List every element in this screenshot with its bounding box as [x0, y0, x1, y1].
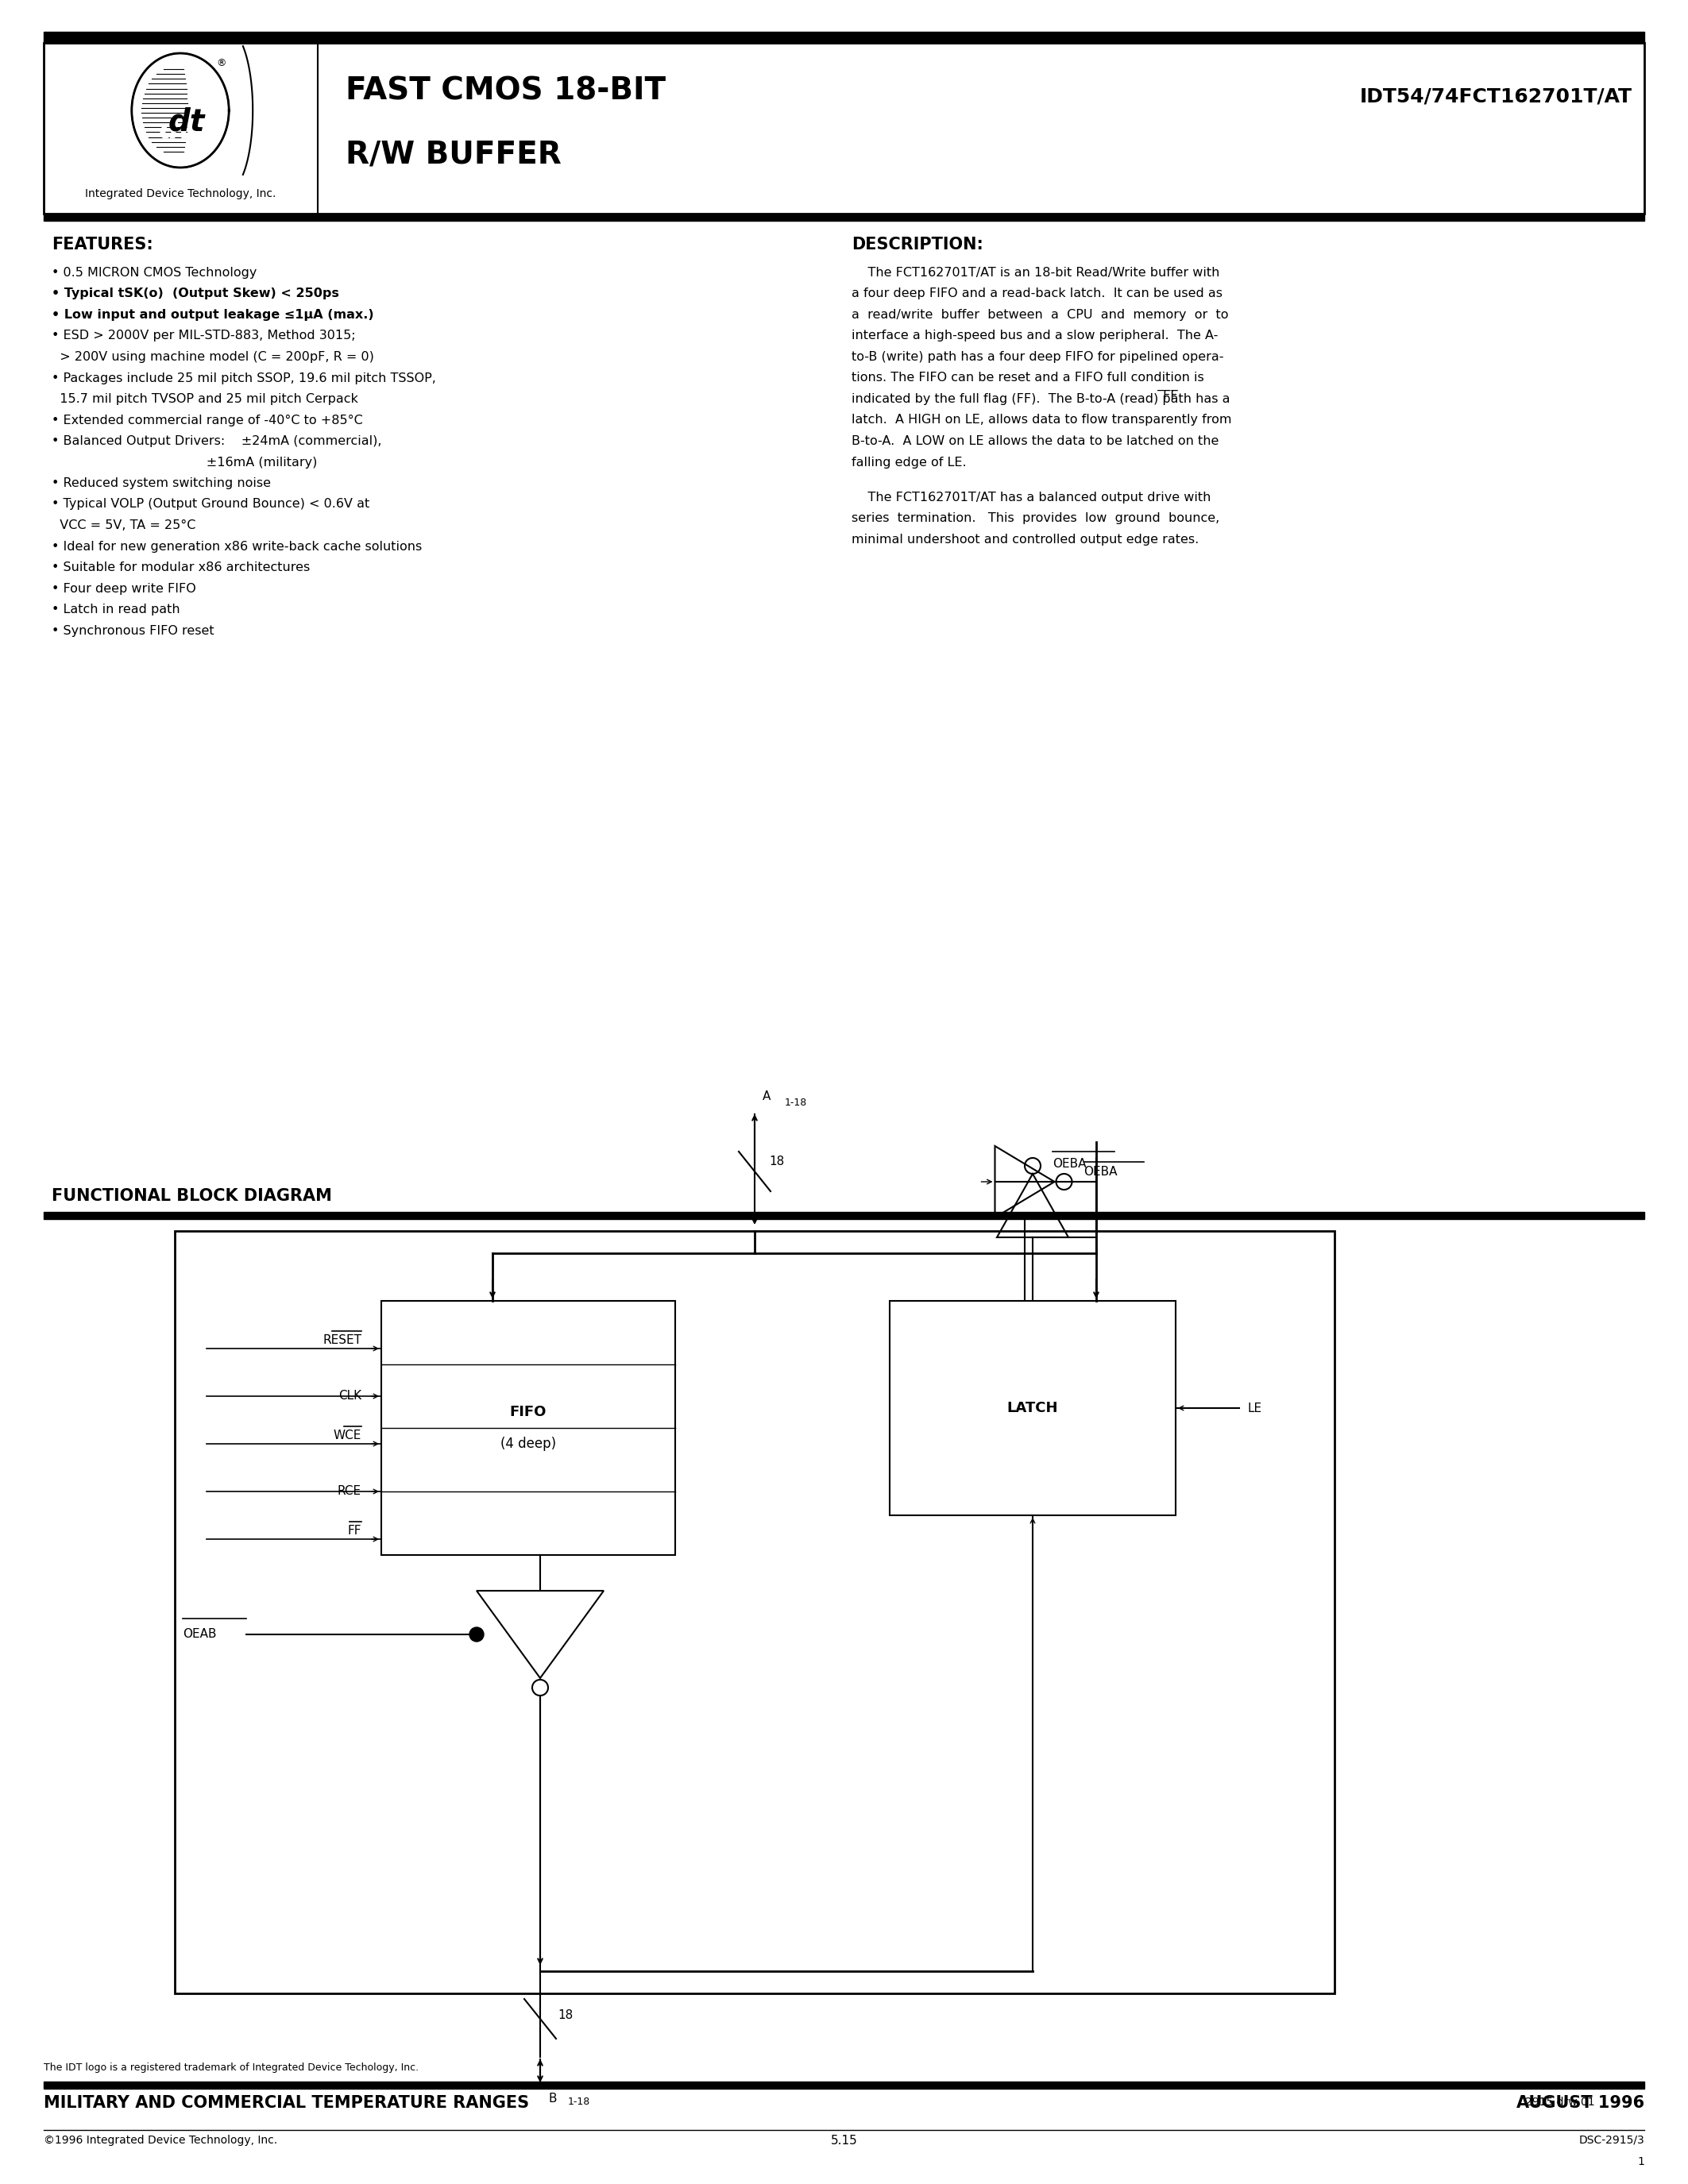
Text: MILITARY AND COMMERCIAL TEMPERATURE RANGES: MILITARY AND COMMERCIAL TEMPERATURE RANG…	[44, 2094, 528, 2112]
Text: • Latch in read path: • Latch in read path	[52, 603, 181, 616]
Text: The FCT162701T/AT is an 18-bit Read/Write buffer with: The FCT162701T/AT is an 18-bit Read/Writ…	[852, 266, 1220, 280]
Text: ±16mA (military): ±16mA (military)	[52, 456, 317, 467]
Text: minimal undershoot and controlled output edge rates.: minimal undershoot and controlled output…	[852, 533, 1198, 546]
Text: 2915 drw 01: 2915 drw 01	[1526, 2097, 1595, 2108]
Text: to-B (write) path has a four deep FIFO for pipelined opera-: to-B (write) path has a four deep FIFO f…	[852, 352, 1224, 363]
Text: 1: 1	[1637, 2156, 1644, 2167]
Text: • Synchronous FIFO reset: • Synchronous FIFO reset	[52, 625, 214, 636]
Text: Integrated Device Technology, Inc.: Integrated Device Technology, Inc.	[84, 188, 275, 199]
Text: a  read/write  buffer  between  a  CPU  and  memory  or  to: a read/write buffer between a CPU and me…	[852, 308, 1229, 321]
Bar	[44, 33, 1644, 44]
Bar	[381, 1302, 675, 1555]
Text: • Low input and output leakage ≤1μA (max.): • Low input and output leakage ≤1μA (max…	[52, 308, 373, 321]
Text: OEAB: OEAB	[182, 1629, 216, 1640]
Text: LATCH: LATCH	[1008, 1400, 1058, 1415]
Text: • Four deep write FIFO: • Four deep write FIFO	[52, 583, 196, 594]
Bar	[890, 1302, 1175, 1516]
Text: B-to-A.  A LOW on LE allows the data to be latched on the: B-to-A. A LOW on LE allows the data to b…	[852, 435, 1219, 448]
Text: a four deep FIFO and a read-back latch.  It can be used as: a four deep FIFO and a read-back latch. …	[852, 288, 1222, 299]
Text: 1-18: 1-18	[785, 1099, 807, 1107]
Text: • Reduced system switching noise: • Reduced system switching noise	[52, 478, 270, 489]
Text: dt: dt	[169, 107, 206, 138]
Text: • Extended commercial range of -40°C to +85°C: • Extended commercial range of -40°C to …	[52, 415, 363, 426]
Text: • Balanced Output Drivers:    ±24mA (commercial),: • Balanced Output Drivers: ±24mA (commer…	[52, 435, 381, 448]
Text: interface a high-speed bus and a slow peripheral.  The A-: interface a high-speed bus and a slow pe…	[852, 330, 1219, 343]
Text: LE: LE	[1247, 1402, 1261, 1413]
Text: tions. The FIFO can be reset and a FIFO full condition is: tions. The FIFO can be reset and a FIFO …	[852, 371, 1205, 384]
Text: OEBA: OEBA	[1084, 1166, 1117, 1177]
Bar	[44, 2081, 1644, 2088]
Text: ̅F̅F̅: ̅F̅F̅	[1163, 391, 1178, 402]
Text: FUNCTIONAL BLOCK DIAGRAM: FUNCTIONAL BLOCK DIAGRAM	[52, 1188, 333, 1203]
Text: FIFO: FIFO	[510, 1404, 547, 1420]
Text: 15.7 mil pitch TVSOP and 25 mil pitch Cerpack: 15.7 mil pitch TVSOP and 25 mil pitch Ce…	[52, 393, 358, 404]
Text: IDT54/74FCT162701T/AT: IDT54/74FCT162701T/AT	[1361, 87, 1632, 107]
Bar	[44, 44, 1644, 214]
Text: The FCT162701T/AT has a balanced output drive with: The FCT162701T/AT has a balanced output …	[852, 491, 1212, 505]
Text: A: A	[763, 1090, 771, 1103]
Text: FF: FF	[348, 1524, 361, 1538]
Bar	[44, 214, 1644, 221]
Text: RESET: RESET	[322, 1334, 361, 1345]
Text: • Typical VOLP (Output Ground Bounce) < 0.6V at: • Typical VOLP (Output Ground Bounce) < …	[52, 498, 370, 511]
Text: (4 deep): (4 deep)	[500, 1437, 555, 1450]
Bar	[44, 1212, 1644, 1219]
Text: FEATURES:: FEATURES:	[52, 236, 154, 253]
Text: latch.  A HIGH on LE, allows data to flow transparently from: latch. A HIGH on LE, allows data to flow…	[852, 415, 1232, 426]
Text: 1-18: 1-18	[567, 2097, 591, 2108]
Text: • Typical tSK(o)  (Output Skew) < 250ps: • Typical tSK(o) (Output Skew) < 250ps	[52, 288, 339, 299]
Text: FAST CMOS 18-BIT: FAST CMOS 18-BIT	[346, 76, 665, 107]
Text: DSC-2915/3: DSC-2915/3	[1578, 2134, 1644, 2147]
Text: DESCRIPTION:: DESCRIPTION:	[852, 236, 984, 253]
Text: CLK: CLK	[338, 1391, 361, 1402]
Text: • Suitable for modular x86 architectures: • Suitable for modular x86 architectures	[52, 561, 311, 574]
Text: ©1996 Integrated Device Technology, Inc.: ©1996 Integrated Device Technology, Inc.	[44, 2134, 277, 2147]
Text: indicated by the full flag (FF).  The B-to-A (read) path has a: indicated by the full flag (FF). The B-t…	[852, 393, 1231, 404]
Text: • 0.5 MICRON CMOS Technology: • 0.5 MICRON CMOS Technology	[52, 266, 257, 280]
Text: AUGUST 1996: AUGUST 1996	[1516, 2094, 1644, 2112]
Text: • Ideal for new generation x86 write-back cache solutions: • Ideal for new generation x86 write-bac…	[52, 539, 422, 553]
Text: series  termination.   This  provides  low  ground  bounce,: series termination. This provides low gr…	[852, 513, 1220, 524]
Text: 18: 18	[557, 2009, 572, 2020]
Text: The IDT logo is a registered trademark of Integrated Device Techology, Inc.: The IDT logo is a registered trademark o…	[44, 2062, 419, 2073]
Text: B: B	[549, 2092, 557, 2105]
Text: dt: dt	[160, 116, 192, 144]
Text: VCC = 5V, TA = 25°C: VCC = 5V, TA = 25°C	[52, 520, 196, 531]
Circle shape	[469, 1627, 484, 1642]
Text: ®: ®	[216, 59, 226, 68]
Text: > 200V using machine model (C = 200pF, R = 0): > 200V using machine model (C = 200pF, R…	[52, 352, 375, 363]
Text: • ESD > 2000V per MIL-STD-883, Method 3015;: • ESD > 2000V per MIL-STD-883, Method 30…	[52, 330, 356, 343]
Text: RCE: RCE	[338, 1485, 361, 1498]
Text: OEBA: OEBA	[1053, 1158, 1087, 1171]
Text: 5.15: 5.15	[830, 2134, 858, 2147]
Text: • Packages include 25 mil pitch SSOP, 19.6 mil pitch TSSOP,: • Packages include 25 mil pitch SSOP, 19…	[52, 371, 436, 384]
Text: WCE: WCE	[333, 1431, 361, 1441]
Text: R/W BUFFER: R/W BUFFER	[346, 140, 562, 170]
Text: 18: 18	[770, 1155, 785, 1168]
Text: falling edge of LE.: falling edge of LE.	[852, 456, 967, 467]
Bar	[176, 1232, 1335, 1994]
